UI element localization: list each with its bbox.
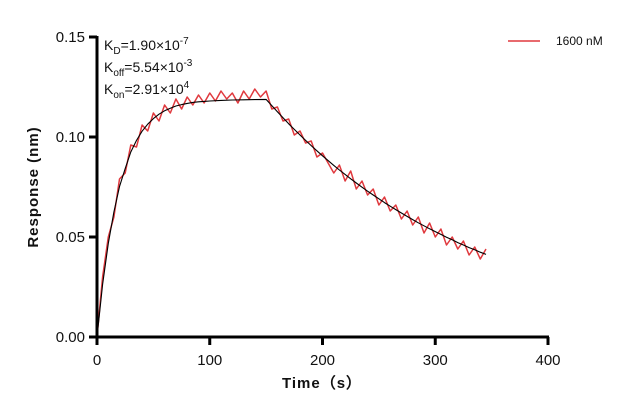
x-tick-label: 0 — [93, 352, 101, 369]
x-tick-label: 200 — [310, 352, 335, 369]
axes: 0 100 200 300 400 0.00 0.05 0.10 0.15 — [56, 29, 561, 369]
legend: 1600 nM — [508, 34, 603, 48]
series-layer — [96, 88, 487, 338]
kinetic-constant-d: KD=1.90×10-7 — [104, 36, 189, 57]
legend-label-1600nm: 1600 nM — [556, 34, 603, 48]
x-axis-title: Time（s） — [282, 374, 362, 392]
fit-curve — [96, 98, 487, 338]
kinetic-constant-off: Koff=5.54×10-3 — [104, 58, 193, 79]
y-tick-label: 0.10 — [56, 129, 85, 146]
x-tick-label: 300 — [423, 352, 448, 369]
x-tick-label: 100 — [197, 352, 222, 369]
y-tick-label: 0.15 — [56, 29, 85, 46]
y-tick-label: 0.00 — [56, 329, 85, 346]
kinetic-constant-on: Kon=2.91×104 — [104, 80, 190, 101]
y-axis-title: Response (nm) — [25, 126, 42, 247]
x-tick-label: 400 — [535, 352, 560, 369]
y-tick-label: 0.05 — [56, 229, 85, 246]
